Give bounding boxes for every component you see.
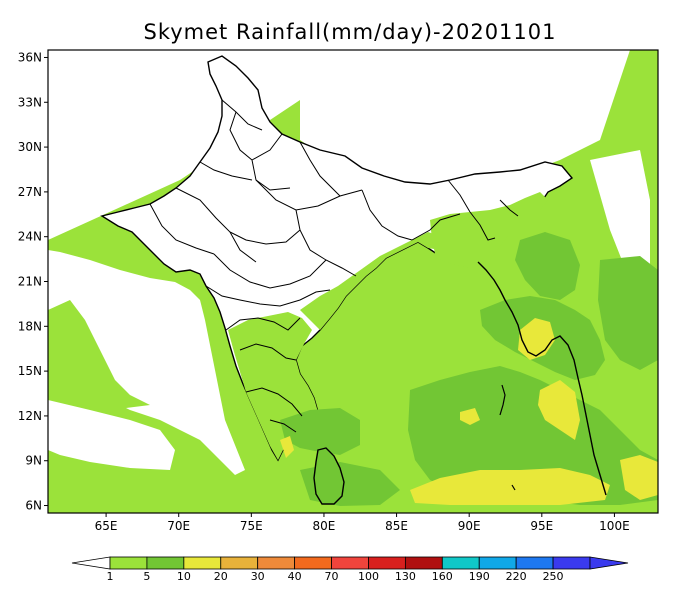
no-rain-area-far-east [590,150,650,268]
colorbar-segment [220,556,259,570]
lat-tick-label: 12N [18,409,42,423]
colorbar-segment [478,556,517,570]
map-title: Skymet Rainfall(mm/day)-20201101 [143,20,557,44]
colorbar-label: 220 [506,570,527,583]
sri-lanka-outline [313,447,345,505]
colorbar-segment [146,556,185,570]
colorbar-label: 160 [432,570,453,583]
no-rain-area-sw [48,400,175,470]
longitude-axis: 65E 70E 75E 80E 85E 90E 95E 100E [95,513,630,533]
lat-tick-label: 9N [25,454,42,468]
lon-tick-label: 90E [458,519,481,533]
colorbar-segment [109,556,148,570]
colorbar-label: 250 [543,570,564,583]
colorbar-segment [515,556,554,570]
lon-tick-label: 70E [167,519,190,533]
andaman-islands [499,384,506,416]
moderate-rain-myanmar [515,232,580,300]
colorbar-label: 10 [177,570,191,583]
lat-tick-label: 27N [18,185,42,199]
moderate-rain-east [598,256,658,370]
colorbar-segment [183,556,222,570]
lat-tick-label: 30N [18,140,42,154]
colorbar-label: 30 [251,570,265,583]
colorbar-segment [331,556,369,570]
heavy-rain-bay-west [460,408,480,425]
lat-tick-label: 36N [18,50,42,64]
colorbar-right-arrow [589,556,629,570]
lon-tick-label: 95E [530,519,553,533]
moderate-rain-bay-of-bengal [408,366,658,505]
colorbar-label: 1 [107,570,114,583]
moderate-rain-south-sea [280,408,360,455]
lon-tick-label: 85E [385,519,408,533]
colorbar-label: 190 [469,570,490,583]
colorbar: 1 5 10 20 30 40 70 100 130 160 190 220 250 [71,556,629,583]
lat-tick-label: 15N [18,364,42,378]
lon-tick-label: 75E [240,519,263,533]
colorbar-label: 5 [143,570,150,583]
colorbar-segment [441,556,480,570]
latitude-axis: 36N 33N 30N 27N 24N 21N 18N 15N 12N 9N 6N [18,50,48,513]
lat-tick-label: 33N [18,95,42,109]
colorbar-label: 100 [358,570,379,583]
colorbar-label: 70 [325,570,339,583]
lon-tick-label: 80E [313,519,336,533]
lon-tick-label: 100E [599,519,630,533]
colorbar-label: 20 [214,570,228,583]
lat-tick-label: 21N [18,275,42,289]
colorbar-label: 130 [395,570,416,583]
rain-patch-northeast-india [430,192,548,268]
nicobar-island [511,484,516,491]
heavy-rain-kerala [280,436,294,458]
rain-patch-west [48,300,150,410]
colorbar-segment [294,556,332,570]
heavy-rain-bay-south [410,468,610,505]
colorbar-left-arrow [71,556,111,570]
myanmar-coastline [477,261,607,496]
lat-tick-label: 24N [18,230,42,244]
lat-tick-label: 6N [25,499,42,513]
rain-patch-east-coast [300,232,440,330]
heavy-rain-east [620,455,658,500]
colorbar-segment [404,556,443,570]
india-landmass [100,55,574,462]
no-rain-area-west-sea [48,250,245,475]
colorbar-segment [257,556,296,570]
lat-tick-label: 18N [18,319,42,333]
colorbar-segment [552,556,591,570]
colorbar-segment [368,556,406,570]
no-rain-area-north-east [300,50,630,185]
heavy-rain-south-myanmar [538,380,580,440]
colorbar-label: 40 [288,570,302,583]
state-boundaries [149,99,519,433]
lon-tick-label: 65E [95,519,118,533]
